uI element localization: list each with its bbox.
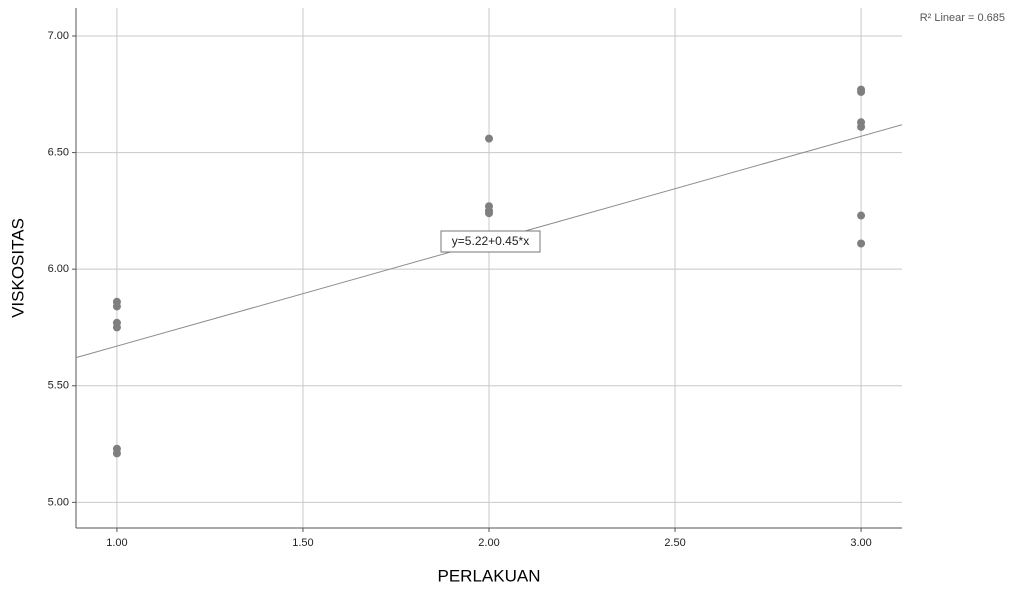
point <box>485 135 493 143</box>
x-tick-label: 2.00 <box>478 537 499 549</box>
y-tick-label: 6.00 <box>48 263 69 275</box>
x-tick-label: 2.50 <box>664 537 685 549</box>
point <box>485 209 493 217</box>
point <box>113 323 121 331</box>
point <box>857 123 865 131</box>
chart: PERLAKUAN VISKOSITAS R² Linear = 0.685 5… <box>0 0 1011 590</box>
x-axis-title: PERLAKUAN <box>438 566 541 585</box>
point <box>857 88 865 96</box>
y-tick-label: 6.50 <box>48 146 69 158</box>
y-axis-title: VISKOSITAS <box>8 218 27 318</box>
fit-label: y=5.22+0.45*x <box>452 234 529 248</box>
x-tick-label: 1.00 <box>106 537 127 549</box>
y-tick-label: 7.00 <box>48 30 69 42</box>
y-tick-label: 5.50 <box>48 380 69 392</box>
point <box>113 302 121 310</box>
r2-label: R² Linear = 0.685 <box>920 12 1005 24</box>
point <box>857 212 865 220</box>
y-tick-label: 5.00 <box>48 496 69 508</box>
point <box>113 449 121 457</box>
x-tick-label: 1.50 <box>292 537 313 549</box>
point <box>857 240 865 248</box>
x-tick-label: 3.00 <box>850 537 871 549</box>
